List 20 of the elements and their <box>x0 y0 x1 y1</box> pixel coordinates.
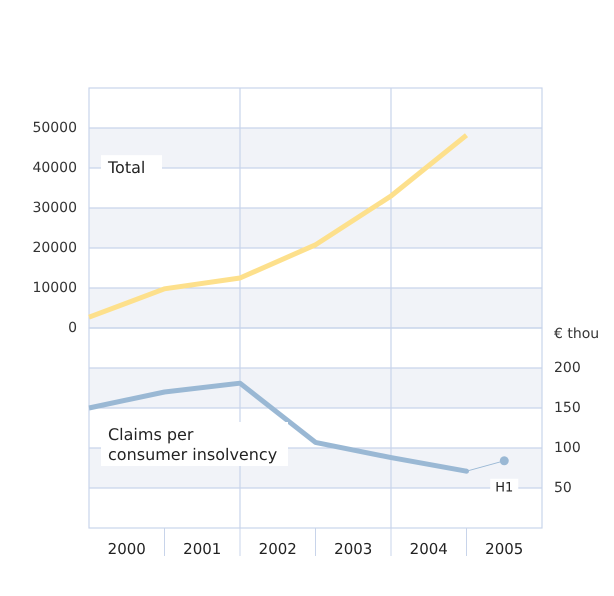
y-tick-label: 200 <box>554 360 581 376</box>
text: Total <box>107 158 146 177</box>
y-tick-label: 100 <box>554 440 581 456</box>
y-tick-label: 50000 <box>32 120 77 136</box>
series-label: Claims per consumer insolvency <box>108 424 278 464</box>
x-tick-label: 2003 <box>334 540 372 558</box>
x-tick-label: 2000 <box>108 540 146 558</box>
y-tick-label: 30000 <box>32 200 77 216</box>
y-tick-label: 150 <box>554 400 581 416</box>
x-tick-label: 2002 <box>258 540 297 558</box>
y-tick-label: 10000 <box>32 280 77 296</box>
x-tick-label: 2004 <box>410 540 448 558</box>
y-tick-label: 50 <box>554 480 572 496</box>
y-axis-title: € thou <box>554 326 600 342</box>
y-tick-label: 20000 <box>32 240 77 256</box>
x-tick-label: 2001 <box>183 540 222 558</box>
x-tick-label: 2005 <box>485 540 524 558</box>
y-tick-label: 40000 <box>32 160 77 176</box>
y-tick-label: 0 <box>68 320 77 336</box>
annotation: H1 <box>495 480 514 496</box>
